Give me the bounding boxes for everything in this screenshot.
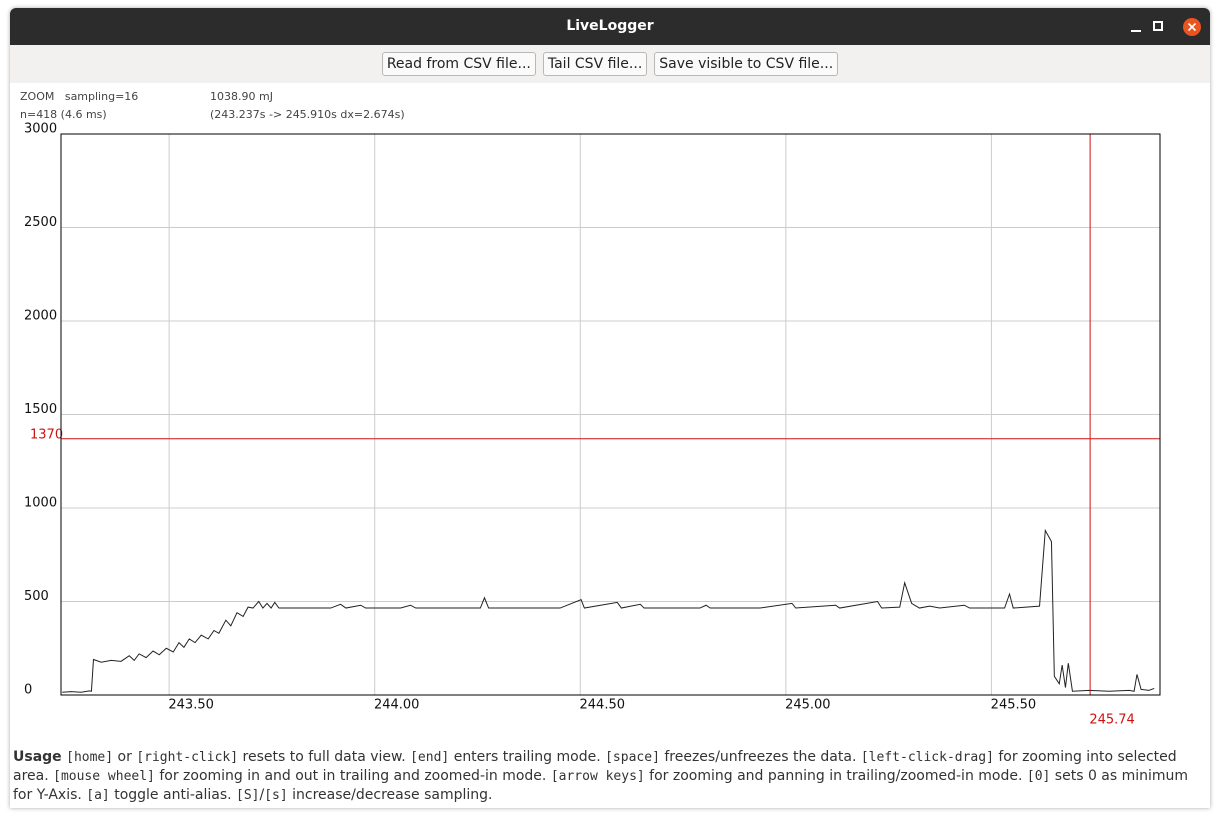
key: [arrow keys] xyxy=(550,769,645,784)
y-tick-label: 2500 xyxy=(24,215,57,230)
info-energy: 1038.90 mJ xyxy=(210,90,273,103)
x-tick-label: 245.50 xyxy=(991,698,1037,713)
usage-text: freezes/unfreezes the data. xyxy=(659,749,861,765)
window-controls xyxy=(1131,18,1201,36)
close-icon xyxy=(1187,22,1197,32)
usage-text: enters trailing mode. xyxy=(449,749,606,765)
button[interactable]: Tail CSV file... xyxy=(542,52,648,76)
usage-text: sets 0 as minimum for Y-Axis. xyxy=(13,768,1189,803)
button[interactable]: Read from CSV file... xyxy=(381,52,536,76)
usage-text: / xyxy=(259,787,265,803)
info-mode: ZOOM sampling=16 xyxy=(20,90,139,103)
window: LiveLogger Read from CSV file... Tail CSV… xyxy=(10,8,1210,808)
usage-label: Usage xyxy=(13,749,62,765)
cursor-y-label: 1370 xyxy=(30,427,63,442)
data-line xyxy=(62,528,1155,693)
key: [a] xyxy=(86,788,110,803)
y-tick-label: 1000 xyxy=(24,496,57,511)
y-tick-label: 500 xyxy=(24,589,49,604)
x-tick-label: 243.50 xyxy=(168,698,214,713)
window-title: LiveLogger xyxy=(566,18,654,34)
x-tick-label: 245.00 xyxy=(785,698,831,713)
info-count: n=418 (4.6 ms) xyxy=(20,108,107,121)
y-tick-label: 0 xyxy=(24,683,32,698)
key: [mouse wheel] xyxy=(53,769,155,784)
key: [space] xyxy=(605,750,660,765)
maximize[interactable] xyxy=(1153,21,1163,31)
usage: Usage [home] or [right-click] resets to … xyxy=(13,748,1193,805)
y-tick-label: 3000 xyxy=(24,122,57,137)
usage-text: for zooming in and out in trailing and z… xyxy=(154,768,551,784)
key: [0] xyxy=(1026,769,1051,784)
y-tick-label: 1500 xyxy=(24,402,57,417)
key: [right-click] xyxy=(136,750,239,765)
usage-text: for zooming into selected area. xyxy=(13,749,1177,784)
plot-frame xyxy=(60,133,1161,696)
chart: 0 500 1000 1500 2000 2500 3000 243.50 244.00 244.… xyxy=(24,122,1161,728)
usage-text: increase/decrease sampling. xyxy=(287,787,493,803)
x-tick-label: 244.50 xyxy=(580,698,626,713)
x-tick-label: 244.00 xyxy=(374,698,420,713)
usage-text: resets to full data view. xyxy=(238,749,411,765)
key: [end] xyxy=(410,750,450,765)
cursor-x-label: 245.74 xyxy=(1089,713,1135,728)
toolbar: Read from CSV file... Tail CSV file... Sav… xyxy=(10,45,1210,83)
info-range: (243.237s -> 245.910s dx=2.674s) xyxy=(210,108,405,121)
title-bar: LiveLogger xyxy=(10,8,1210,45)
usage-text: or xyxy=(113,749,137,765)
key: [s] xyxy=(264,788,288,803)
usage-text: for zooming and panning in trailing/zoom… xyxy=(644,768,1027,784)
key: [home] xyxy=(66,750,114,765)
key: [S] xyxy=(236,788,260,803)
button[interactable]: Save visible to CSV file... xyxy=(654,52,839,76)
usage-text: toggle anti-alias. xyxy=(109,787,237,803)
key: [left-click-drag] xyxy=(860,750,994,765)
y-tick-label: 2000 xyxy=(24,309,57,324)
